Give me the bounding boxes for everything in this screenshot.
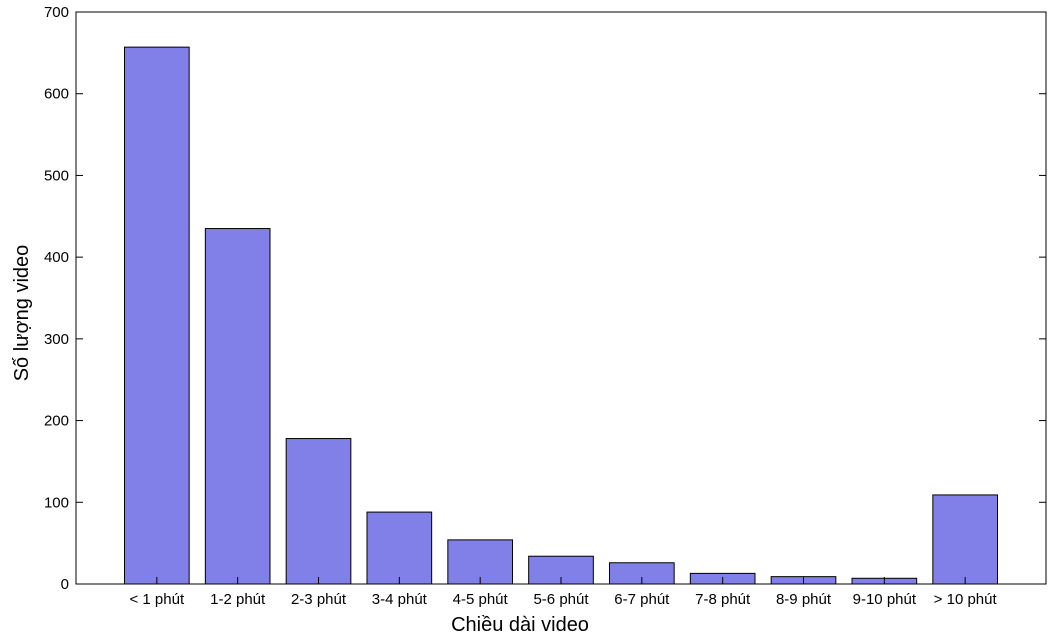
bar-10 <box>932 494 998 585</box>
bar-4 <box>447 539 514 585</box>
x-tick-label: 3-4 phút <box>372 591 428 608</box>
y-tick-label: 200 <box>44 413 69 430</box>
y-tick-label: 500 <box>44 167 69 184</box>
y-tick-label: 400 <box>44 249 69 266</box>
x-tick-label: 1-2 phút <box>210 591 266 608</box>
y-tick-label: 300 <box>44 331 69 348</box>
y-tick-label: 100 <box>44 494 69 511</box>
x-axis: < 1 phút 1-2 phút 2-3 phút 3-4 phút 4-5 phút… <box>130 577 998 608</box>
y-tick-label: 700 <box>44 4 69 21</box>
x-tick-label: 9-10 phút <box>853 591 917 608</box>
x-axis-label: Chiều dài video <box>451 614 589 635</box>
bar-1 <box>204 228 271 585</box>
bar-0 <box>124 46 190 585</box>
x-tick-label: 8-9 phút <box>776 591 832 608</box>
x-tick-label: < 1 phút <box>130 591 185 608</box>
y-tick-label: 600 <box>44 86 69 103</box>
bar-2 <box>285 438 352 585</box>
x-tick-label: 4-5 phút <box>453 591 509 608</box>
x-tick-label: 5-6 phút <box>533 591 589 608</box>
y-tick-label: 0 <box>61 576 69 593</box>
bar-3 <box>366 511 433 585</box>
x-tick-label: 7-8 phút <box>695 591 751 608</box>
bars-group <box>124 46 998 585</box>
x-tick-label: 2-3 phút <box>291 591 347 608</box>
x-tick-label: 6-7 phút <box>614 591 670 608</box>
x-tick-label: > 10 phút <box>934 591 998 608</box>
y-axis: 0 100 200 300 400 500 600 700 <box>44 4 1046 593</box>
y-axis-label: Số lượng video <box>11 245 33 382</box>
